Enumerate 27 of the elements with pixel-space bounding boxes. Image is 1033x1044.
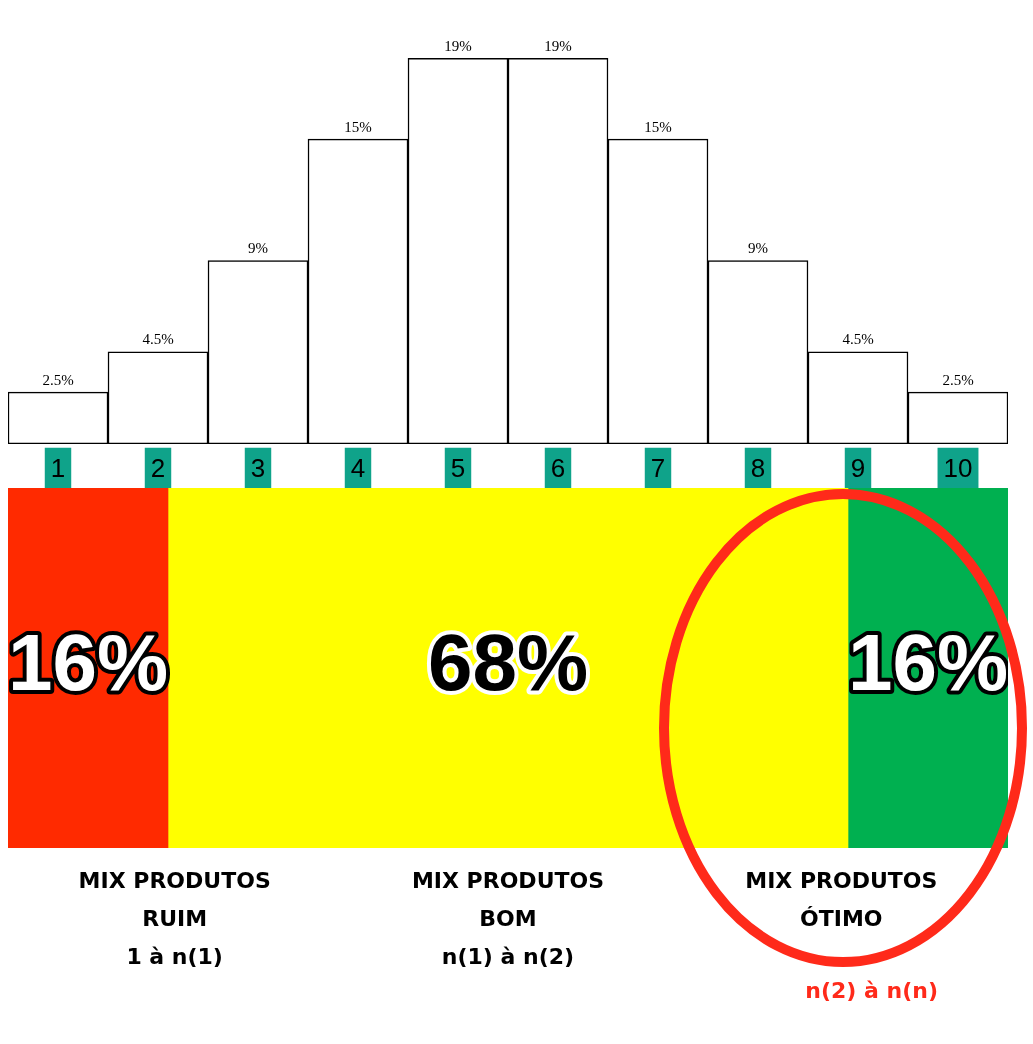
- text: MIX PRODUTOS RUIM 1 à n(1): [77, 867, 272, 971]
- text: MIX PRODUTOS ÓTIMO: [744, 867, 939, 933]
- x-tick-label: 5: [450, 452, 466, 483]
- x-tick-label: 2: [150, 452, 166, 483]
- x-tick-label: 1: [50, 452, 66, 483]
- data-label: 4.5%: [842, 331, 874, 348]
- data-label: 9%: [748, 240, 768, 257]
- data-label: 9%: [248, 240, 268, 257]
- data-label: 19%: [444, 37, 472, 54]
- x-tick-label: 4: [350, 452, 366, 483]
- data-label: 16%: [847, 618, 1009, 708]
- data-label: 2.5%: [942, 371, 974, 388]
- x-tick-label: 6: [550, 452, 566, 483]
- data-label: 19%: [544, 37, 572, 54]
- data-label: 15%: [344, 118, 372, 135]
- text: MIX PRODUTOS BOM n(1) à n(2): [410, 867, 606, 971]
- text: n(2) à n(n): [804, 978, 939, 1003]
- x-tick-label: 9: [850, 452, 866, 483]
- x-tick-label: 3: [250, 452, 266, 483]
- data-label: 15%: [644, 118, 672, 135]
- x-tick-label: 8: [750, 452, 766, 483]
- x-tick-label: 7: [650, 452, 666, 483]
- data-label: 2.5%: [42, 371, 74, 388]
- x-tick-label: 10: [943, 452, 973, 483]
- data-label: 16%: [7, 618, 169, 708]
- data-label: 68%: [427, 618, 589, 708]
- data-label: 4.5%: [142, 331, 174, 348]
